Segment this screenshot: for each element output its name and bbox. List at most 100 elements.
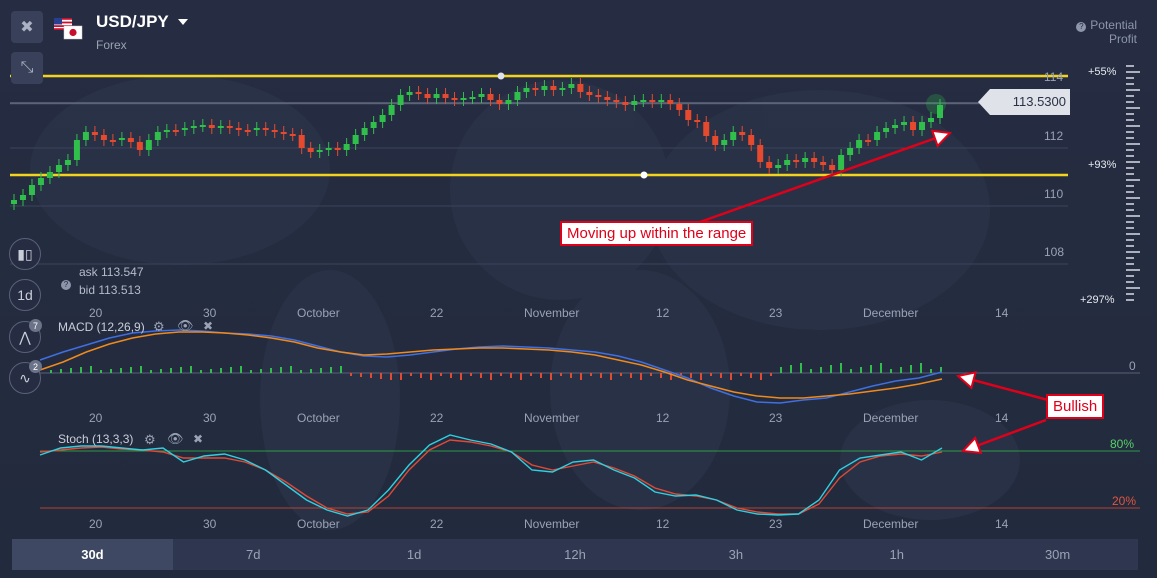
timeframe-7d[interactable]: 7d — [246, 547, 261, 562]
candle-body — [586, 92, 593, 95]
timeframe-30m[interactable]: 30m — [1044, 547, 1071, 562]
macd-histogram-bar — [110, 369, 112, 373]
candle-body — [937, 105, 943, 118]
candle-body — [820, 162, 827, 165]
macd-histogram-bar — [600, 373, 602, 378]
candle-body — [676, 104, 683, 110]
candle-body — [802, 158, 809, 162]
macd-histogram-bar — [400, 373, 402, 380]
macd-histogram-bar — [190, 366, 192, 373]
macd-histogram-bar — [470, 373, 472, 376]
candle-body — [91, 132, 98, 135]
candle-body — [883, 128, 890, 132]
stoch-visibility-eye-icon[interactable]: 👁 — [167, 431, 184, 446]
interval-button[interactable]: 1d — [9, 279, 41, 311]
macd-histogram-bar — [350, 373, 352, 376]
macd-histogram-bar — [710, 373, 712, 376]
macd-histogram-bar — [580, 373, 582, 380]
date-tick-label: 14 — [995, 517, 1009, 531]
macd-histogram-bar — [210, 369, 212, 373]
profit-level-mid: +93% — [1088, 159, 1117, 171]
candle-body — [757, 145, 764, 162]
candle-body — [370, 122, 377, 128]
macd-histogram-bar — [570, 373, 572, 378]
indicators-icon: ⋀ — [19, 328, 31, 345]
timeframe-3h[interactable]: 3h — [728, 547, 744, 562]
candle-body — [55, 165, 62, 172]
candle-body — [793, 160, 800, 162]
chevron-down-icon[interactable] — [178, 19, 188, 25]
date-tick-label: October — [297, 411, 340, 425]
close-chart-button[interactable]: ✖ — [11, 11, 43, 43]
range-arrow-head — [930, 129, 953, 148]
date-tick-label: 23 — [769, 306, 783, 320]
candle-body — [460, 98, 467, 100]
chart-type-button[interactable]: ▮▯ — [9, 238, 41, 270]
candle-body — [748, 135, 755, 145]
timeframe-1h[interactable]: 1h — [889, 547, 904, 562]
macd-visibility-eye-icon[interactable]: 👁 — [177, 318, 194, 333]
macd-histogram-bar — [410, 373, 412, 376]
candle-body — [289, 134, 296, 136]
candle-body — [532, 88, 539, 90]
help-icon[interactable]: ? — [1076, 22, 1087, 32]
candle-body — [811, 158, 818, 162]
date-tick-label: 12 — [656, 411, 670, 425]
help-icon[interactable]: ? — [61, 280, 71, 290]
stoch-settings-gear-icon[interactable]: ⚙ — [144, 432, 156, 447]
candle-body — [424, 94, 431, 98]
macd-settings-gear-icon[interactable]: ⚙ — [153, 319, 165, 334]
candle-body — [172, 130, 179, 132]
candle-body — [199, 125, 206, 127]
date-tick-label: 12 — [656, 517, 670, 531]
macd-histogram-bar — [100, 370, 102, 373]
stoch-remove-close-icon[interactable]: ✖ — [193, 432, 204, 446]
candle-body — [487, 94, 494, 100]
bid-quote: bid 113.513 — [79, 283, 141, 297]
candle-body — [478, 94, 485, 97]
macd-histogram-bar — [840, 363, 842, 373]
asset-pair-title[interactable]: USD/JPY — [96, 12, 169, 31]
bullish-annotation: Bullish — [1046, 394, 1105, 419]
current-price-value: 113.5300 — [1012, 94, 1066, 109]
timeframe-30d[interactable]: 30d — [12, 539, 173, 570]
candle-body — [856, 140, 863, 148]
macd-histogram-bar — [490, 373, 492, 380]
bullish-arrow-macd-head — [955, 371, 977, 390]
date-tick-label: 14 — [995, 411, 1009, 425]
close-icon: ✖ — [20, 19, 34, 36]
price-label-108: 108 — [1044, 245, 1065, 259]
macd-remove-close-icon[interactable]: ✖ — [203, 319, 214, 333]
candle-body — [136, 142, 143, 150]
date-tick-label: December — [863, 517, 919, 531]
candle-body — [505, 100, 512, 104]
macd-histogram-bar — [150, 370, 152, 373]
macd-histogram-bar — [550, 373, 552, 380]
macd-histogram-bar — [690, 373, 692, 378]
candle-body — [217, 126, 224, 128]
macd-histogram-bar — [680, 373, 682, 376]
candle-body — [604, 97, 611, 100]
resistance-handle — [497, 72, 505, 80]
collapse-button[interactable]: ⤡ — [11, 52, 43, 84]
indicators-count-badge: 7 — [29, 319, 42, 332]
date-tick-label: 20 — [89, 306, 103, 320]
macd-panel — [39, 329, 1140, 404]
candle-body — [181, 128, 188, 130]
macd-histogram-bar — [370, 373, 372, 378]
candle-body — [703, 122, 710, 136]
candle-body — [154, 132, 161, 140]
timeframe-12h[interactable]: 12h — [564, 547, 586, 562]
candle-body — [865, 140, 872, 142]
date-tick-label: October — [297, 517, 340, 531]
macd-histogram-bar — [700, 373, 702, 380]
candle-body — [100, 135, 107, 140]
candle-body — [721, 140, 728, 145]
macd-histogram-bar — [780, 367, 782, 373]
candle-body — [874, 132, 881, 140]
drawing-count-badge: 2 — [29, 360, 42, 373]
candle-body — [694, 120, 701, 122]
macd-histogram-bar — [440, 373, 442, 376]
timeframe-1d[interactable]: 1d — [406, 547, 422, 562]
